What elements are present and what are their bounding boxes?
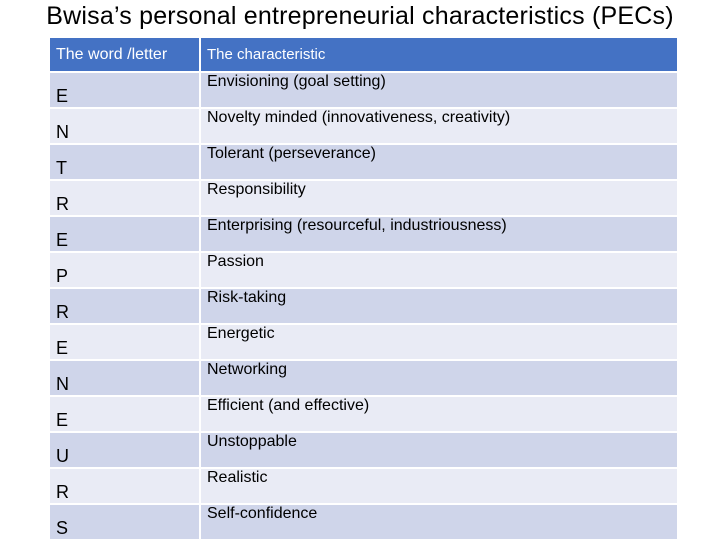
- row-characteristic: Risk-taking: [199, 287, 679, 325]
- row-letter: U: [48, 431, 201, 469]
- row-characteristic: Unstoppable: [199, 431, 679, 469]
- row-characteristic: Realistic: [199, 467, 679, 505]
- header-word-letter: The word /letter: [48, 36, 201, 73]
- row-letter: E: [48, 71, 201, 109]
- row-characteristic: Energetic: [199, 323, 679, 361]
- row-letter: R: [48, 179, 201, 217]
- row-letter: E: [48, 215, 201, 253]
- header-characteristic: The characteristic: [199, 36, 679, 73]
- row-letter: S: [48, 503, 201, 540]
- row-characteristic: Envisioning (goal setting): [199, 71, 679, 109]
- table-row: R Realistic: [48, 467, 679, 505]
- table-row: U Unstoppable: [48, 431, 679, 469]
- row-characteristic: Networking: [199, 359, 679, 397]
- table-row: E Enterprising (resourceful, industrious…: [48, 215, 679, 253]
- table-row: N Novelty minded (innovativeness, creati…: [48, 107, 679, 145]
- row-letter: N: [48, 107, 201, 145]
- table-row: E Energetic: [48, 323, 679, 361]
- table-row: R Responsibility: [48, 179, 679, 217]
- row-letter: N: [48, 359, 201, 397]
- row-letter: E: [48, 323, 201, 361]
- row-characteristic: Responsibility: [199, 179, 679, 217]
- row-characteristic: Tolerant (perseverance): [199, 143, 679, 181]
- slide-title: Bwisa’s personal entrepreneurial charact…: [46, 2, 674, 30]
- table-row: E Envisioning (goal setting): [48, 71, 679, 109]
- row-letter: P: [48, 251, 201, 289]
- table-header-row: The word /letter The characteristic: [48, 36, 679, 73]
- row-letter: E: [48, 395, 201, 433]
- table-row: S Self-confidence: [48, 503, 679, 540]
- row-characteristic: Efficient (and effective): [199, 395, 679, 433]
- row-letter: T: [48, 143, 201, 181]
- row-letter: R: [48, 467, 201, 505]
- row-characteristic: Novelty minded (innovativeness, creativi…: [199, 107, 679, 145]
- table-row: T Tolerant (perseverance): [48, 143, 679, 181]
- table-row: P Passion: [48, 251, 679, 289]
- table-row: R Risk-taking: [48, 287, 679, 325]
- row-characteristic: Self-confidence: [199, 503, 679, 540]
- row-characteristic: Enterprising (resourceful, industriousne…: [199, 215, 679, 253]
- row-letter: R: [48, 287, 201, 325]
- table-row: E Efficient (and effective): [48, 395, 679, 433]
- pecs-table: The word /letter The characteristic E En…: [48, 36, 679, 540]
- row-characteristic: Passion: [199, 251, 679, 289]
- table-row: N Networking: [48, 359, 679, 397]
